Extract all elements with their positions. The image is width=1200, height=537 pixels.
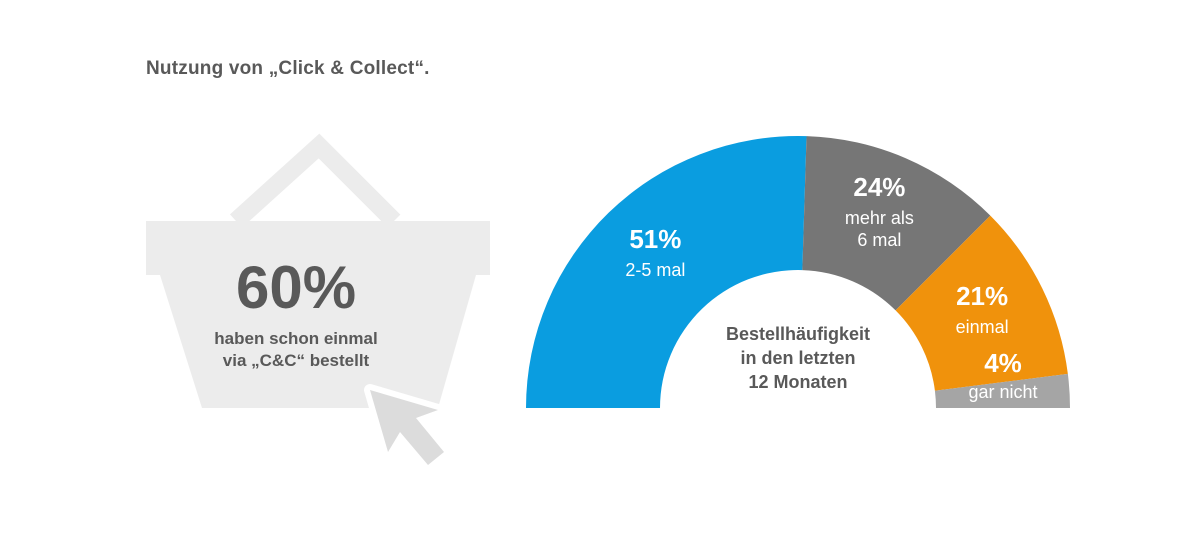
basket-percent: 60%: [235, 254, 357, 321]
slice-0: [526, 136, 807, 408]
slice-category-label: gar nicht: [968, 382, 1037, 402]
basket-line-2: via „C&C“ bestellt: [222, 351, 370, 370]
slice-percent-label: 24%: [853, 172, 905, 202]
slice-percent-label: 51%: [629, 224, 681, 254]
chart-center-label: 12 Monaten: [748, 372, 847, 392]
slice-percent-label: 21%: [956, 281, 1008, 311]
slice-category-label: mehr als: [845, 208, 914, 228]
chart-center-label: Bestellhäufigkeit: [726, 324, 870, 344]
chart-center-label: in den letzten: [740, 348, 855, 368]
slice-2: [895, 215, 1068, 391]
slice-category-label: 2-5 mal: [625, 260, 685, 280]
basket-line-1: haben schon einmal: [214, 329, 378, 348]
slice-1: [802, 136, 991, 311]
cursor-icon: [364, 384, 450, 471]
slice-category-label: 6 mal: [857, 230, 901, 250]
page-title: Nutzung von „Click & Collect“.: [146, 58, 430, 79]
slice-percent-label: 4%: [984, 348, 1022, 378]
slice-category-label: einmal: [956, 317, 1009, 337]
slice-3: [934, 373, 1070, 408]
